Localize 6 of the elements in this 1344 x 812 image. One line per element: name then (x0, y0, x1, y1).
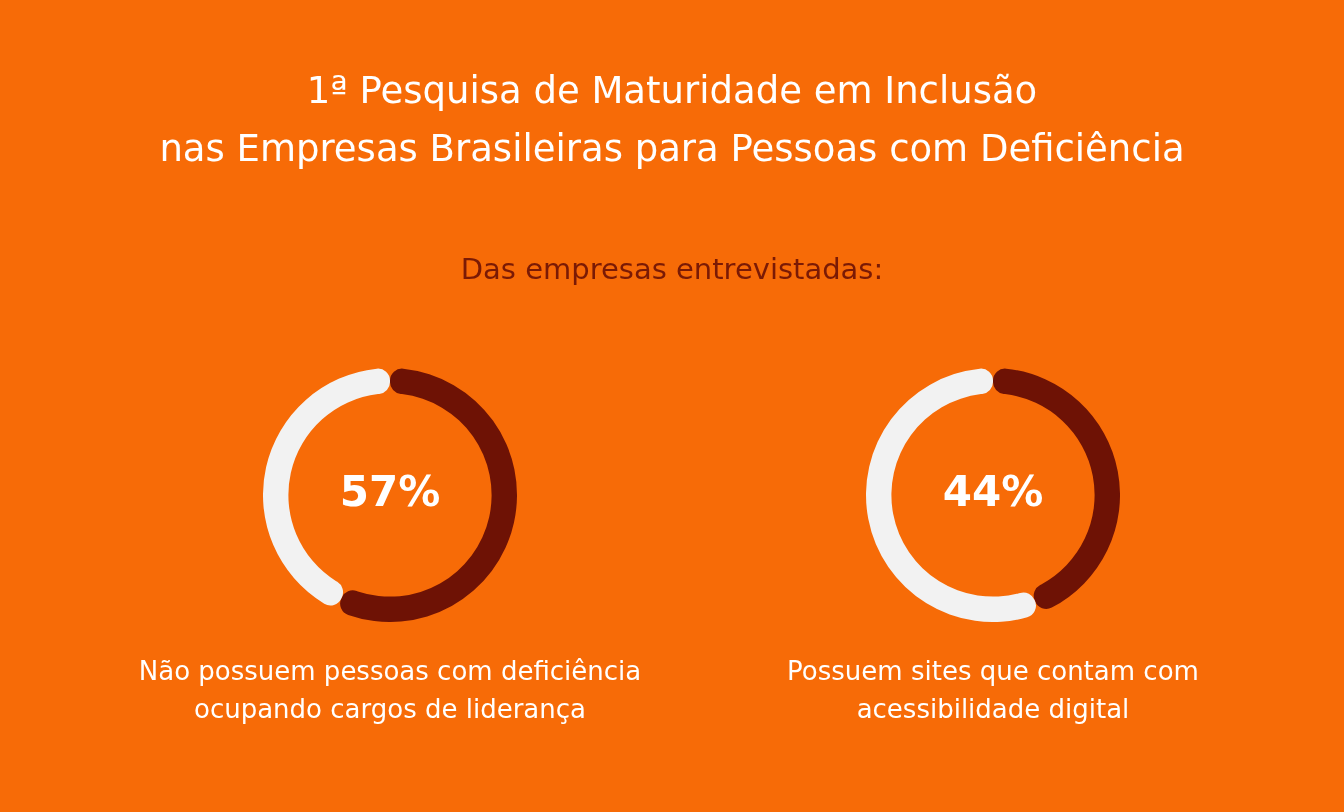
data-label: 57% (339, 466, 441, 516)
data-label: 44% (942, 466, 1044, 516)
text: Não possuem pessoas com deficiência ocupando cargos de liderança (137, 655, 643, 726)
text: 1ª Pesquisa de Maturidade em Inclusão nas Empresas Brasileiras para Pessoas com Deficiência (158, 68, 1186, 172)
text: Possuem sites que contam com acessibilidade digital (786, 655, 1200, 726)
text: Das empresas entrevistadas: (459, 252, 885, 286)
